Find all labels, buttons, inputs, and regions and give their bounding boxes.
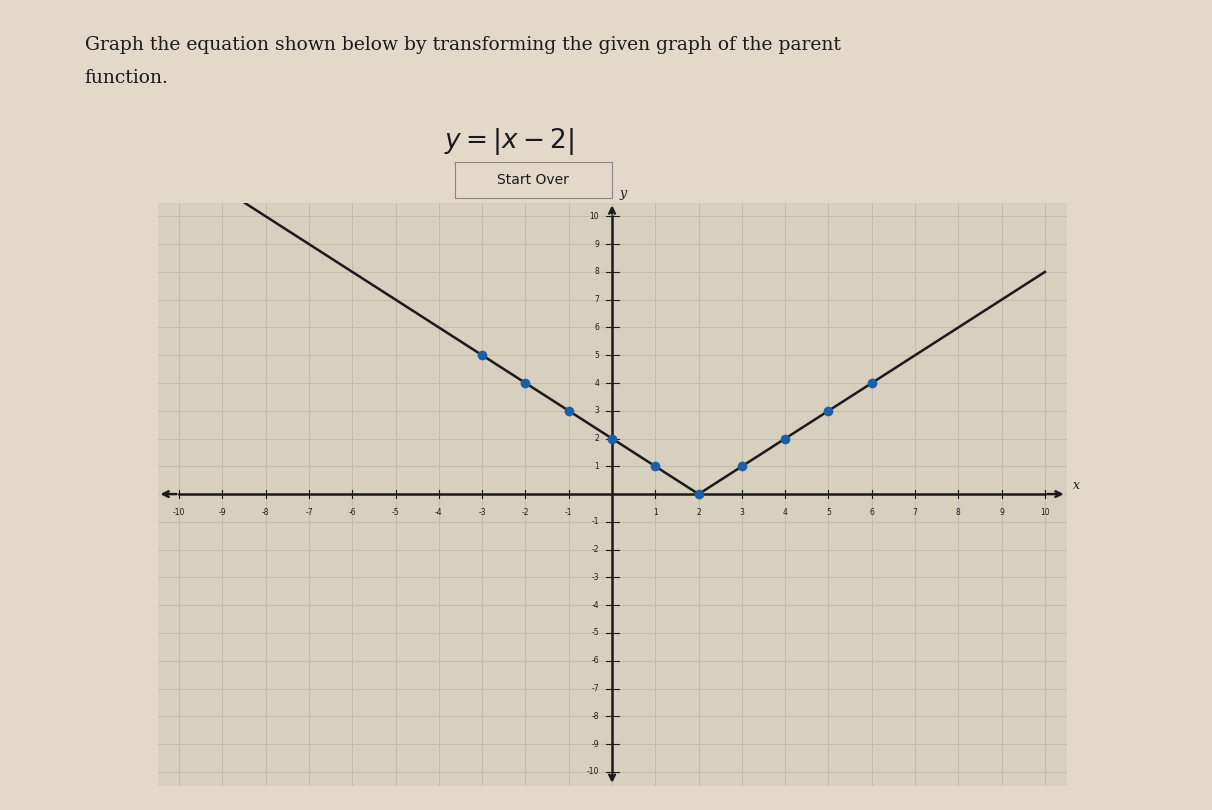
Text: y: y — [619, 187, 627, 200]
Text: 8: 8 — [594, 267, 599, 276]
Text: function.: function. — [85, 69, 168, 87]
Text: -9: -9 — [591, 740, 599, 748]
Text: 1: 1 — [653, 508, 658, 517]
Text: $y = |x - 2|$: $y = |x - 2|$ — [444, 126, 574, 156]
Text: 3: 3 — [739, 508, 744, 517]
Text: 9: 9 — [594, 240, 599, 249]
Text: 7: 7 — [913, 508, 917, 517]
Text: 4: 4 — [783, 508, 788, 517]
Text: -6: -6 — [349, 508, 356, 517]
Text: -6: -6 — [591, 656, 599, 665]
Text: 10: 10 — [589, 212, 599, 221]
Text: 1: 1 — [594, 462, 599, 471]
Text: -5: -5 — [391, 508, 400, 517]
Text: 7: 7 — [594, 295, 599, 305]
Text: 3: 3 — [594, 407, 599, 416]
Text: -7: -7 — [591, 684, 599, 693]
Text: 2: 2 — [696, 508, 701, 517]
Text: 9: 9 — [999, 508, 1004, 517]
Text: Graph the equation shown below by transforming the given graph of the parent: Graph the equation shown below by transf… — [85, 36, 841, 54]
Text: 4: 4 — [594, 378, 599, 387]
Text: -5: -5 — [591, 629, 599, 637]
Text: 5: 5 — [594, 351, 599, 360]
Text: 6: 6 — [869, 508, 874, 517]
Text: 5: 5 — [827, 508, 831, 517]
Text: -4: -4 — [591, 601, 599, 610]
Text: Start Over: Start Over — [497, 173, 570, 187]
Text: -3: -3 — [479, 508, 486, 517]
Text: -8: -8 — [262, 508, 269, 517]
Text: 6: 6 — [594, 323, 599, 332]
Text: 8: 8 — [956, 508, 961, 517]
Text: -7: -7 — [305, 508, 313, 517]
Text: -1: -1 — [591, 518, 599, 526]
Text: -10: -10 — [587, 767, 599, 776]
Text: -2: -2 — [521, 508, 530, 517]
Text: -3: -3 — [591, 573, 599, 582]
Text: x: x — [1073, 480, 1080, 492]
Text: 2: 2 — [594, 434, 599, 443]
Text: -10: -10 — [173, 508, 185, 517]
Text: 10: 10 — [1040, 508, 1050, 517]
Text: -2: -2 — [591, 545, 599, 554]
Text: -1: -1 — [565, 508, 572, 517]
Text: -9: -9 — [218, 508, 227, 517]
Text: -8: -8 — [591, 712, 599, 721]
Text: -4: -4 — [435, 508, 442, 517]
